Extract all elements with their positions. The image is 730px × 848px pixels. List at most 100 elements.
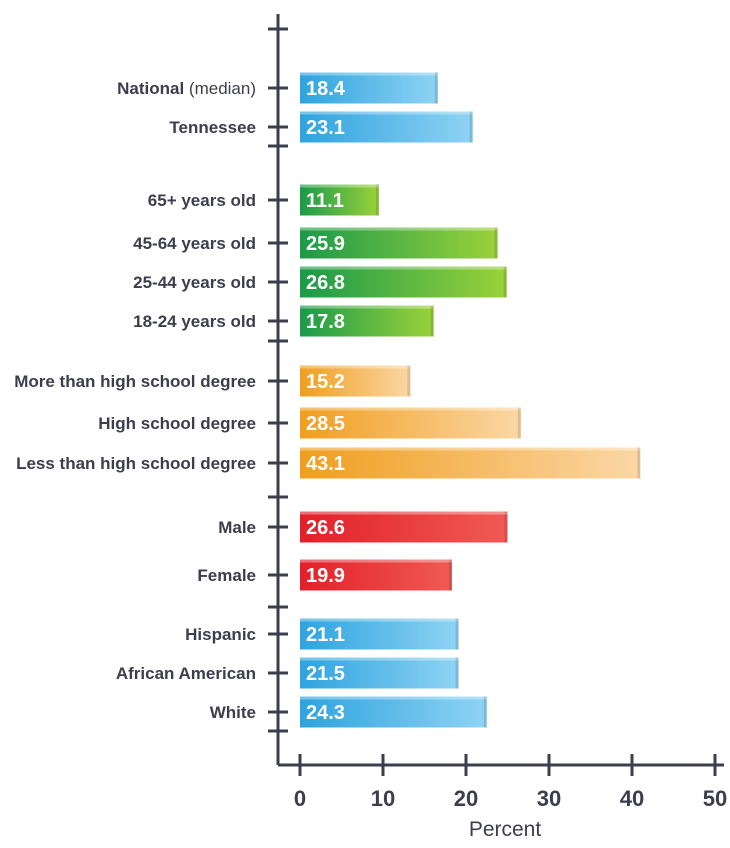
bar-end-cap bbox=[455, 618, 459, 650]
x-tick-label-50: 50 bbox=[703, 786, 727, 811]
bar-hispanic bbox=[300, 618, 459, 650]
category-label-text: High school degree bbox=[98, 414, 256, 433]
bar-end-cap bbox=[469, 111, 473, 143]
category-label-white: White bbox=[210, 703, 256, 722]
value-label-45-64-years-old: 25.9 bbox=[306, 233, 345, 255]
x-tick-label-10: 10 bbox=[371, 786, 395, 811]
axes: 0 10 20 30 40 50 bbox=[268, 14, 727, 811]
bar-less-than-high-school-degree bbox=[300, 447, 641, 479]
bar-end-cap bbox=[434, 72, 438, 104]
category-label-text: African American bbox=[116, 664, 256, 683]
category-label-text: 45-64 years old bbox=[133, 234, 256, 253]
x-tick-label-0: 0 bbox=[294, 786, 306, 811]
category-label-african-american: African American bbox=[116, 664, 256, 683]
category-label-note: (median) bbox=[184, 79, 256, 98]
bar-end-cap bbox=[494, 227, 498, 259]
category-label-text: White bbox=[210, 703, 256, 722]
category-label-high-school-degree: High school degree bbox=[98, 414, 256, 433]
bar-more-than-high-school-degree bbox=[300, 365, 411, 397]
bar-65-years-old bbox=[300, 184, 379, 216]
bar-white bbox=[300, 696, 487, 728]
value-label-male: 26.6 bbox=[306, 517, 345, 539]
bar-highlight bbox=[300, 511, 508, 515]
bar-highlight bbox=[300, 447, 641, 451]
category-label-tennessee: Tennessee bbox=[169, 118, 256, 137]
bar-high-school-degree bbox=[300, 407, 521, 439]
value-label-african-american: 21.5 bbox=[306, 663, 345, 685]
bar-end-cap bbox=[637, 447, 641, 479]
value-label-18-24-years-old: 17.8 bbox=[306, 311, 345, 333]
bar-group-orange: 15.2 More than high school degree 28.5 High… bbox=[14, 365, 641, 479]
category-label-65-years-old: 65+ years old bbox=[148, 191, 256, 210]
category-label-25-44-years-old: 25-44 years old bbox=[133, 273, 256, 292]
bar-group-blue: 18.4 National (median) 23.1 Tennessee bbox=[117, 72, 473, 143]
bar-female bbox=[300, 559, 452, 591]
value-label-tennessee: 23.1 bbox=[306, 117, 345, 139]
bar-end-cap bbox=[503, 266, 507, 298]
category-label-text: Hispanic bbox=[185, 625, 256, 644]
bar-group-red: 26.6 Male 19.9 Female bbox=[197, 511, 508, 591]
value-label-less-than-high-school-degree: 43.1 bbox=[306, 453, 345, 475]
bar-highlight bbox=[300, 559, 452, 563]
value-label-25-44-years-old: 26.8 bbox=[306, 272, 345, 294]
bar-highlight bbox=[300, 407, 521, 411]
bar-highlight bbox=[300, 184, 379, 188]
bar-end-cap bbox=[517, 407, 521, 439]
value-label-more-than-high-school-degree: 15.2 bbox=[306, 371, 345, 393]
bar-end-cap bbox=[455, 657, 459, 689]
category-label-text: 25-44 years old bbox=[133, 273, 256, 292]
category-label-text: More than high school degree bbox=[14, 372, 256, 391]
bar-highlight bbox=[300, 696, 487, 700]
category-label-less-than-high-school-degree: Less than high school degree bbox=[16, 454, 256, 473]
bar-national bbox=[300, 72, 438, 104]
value-label-high-school-degree: 28.5 bbox=[306, 413, 345, 435]
bar-group-blue: 21.1 Hispanic 21.5 African American 24.3 Whit… bbox=[116, 618, 487, 728]
category-label-text: Less than high school degree bbox=[16, 454, 256, 473]
bar-18-24-years-old bbox=[300, 305, 434, 337]
bar-45-64-years-old bbox=[300, 227, 498, 259]
category-label-18-24-years-old: 18-24 years old bbox=[133, 312, 256, 331]
bar-highlight bbox=[300, 657, 459, 661]
bar-end-cap bbox=[375, 184, 379, 216]
bar-end-cap bbox=[407, 365, 411, 397]
bar-tennessee bbox=[300, 111, 473, 143]
x-axis-title: Percent bbox=[469, 818, 542, 841]
value-label-female: 19.9 bbox=[306, 565, 345, 587]
category-label-text: National bbox=[117, 79, 184, 98]
bar-highlight bbox=[300, 266, 507, 270]
category-label-more-than-high-school-degree: More than high school degree bbox=[14, 372, 256, 391]
bars-layer: 18.4 National (median) 23.1 Tennessee 11.1 65… bbox=[14, 72, 641, 728]
bar-25-44-years-old bbox=[300, 266, 507, 298]
category-label-45-64-years-old: 45-64 years old bbox=[133, 234, 256, 253]
category-label-male: Male bbox=[218, 518, 256, 537]
value-label-national: 18.4 bbox=[306, 78, 346, 100]
category-label-text: Female bbox=[197, 566, 256, 585]
category-label-female: Female bbox=[197, 566, 256, 585]
value-label-white: 24.3 bbox=[306, 702, 345, 724]
bar-highlight bbox=[300, 72, 438, 76]
x-tick-label-20: 20 bbox=[454, 786, 478, 811]
x-tick-label-30: 30 bbox=[537, 786, 561, 811]
bar-end-cap bbox=[483, 696, 487, 728]
bar-highlight bbox=[300, 111, 473, 115]
bar-african-american bbox=[300, 657, 459, 689]
bar-highlight bbox=[300, 305, 434, 309]
value-label-hispanic: 21.1 bbox=[306, 624, 345, 646]
category-label-national: National (median) bbox=[117, 79, 256, 98]
bar-highlight bbox=[300, 227, 498, 231]
bar-highlight bbox=[300, 365, 411, 369]
bar-end-cap bbox=[448, 559, 452, 591]
bar-highlight bbox=[300, 618, 459, 622]
bar-male bbox=[300, 511, 508, 543]
x-tick-label-40: 40 bbox=[620, 786, 644, 811]
category-label-text: 18-24 years old bbox=[133, 312, 256, 331]
bar-end-cap bbox=[504, 511, 508, 543]
category-label-text: 65+ years old bbox=[148, 191, 256, 210]
value-label-65-years-old: 11.1 bbox=[306, 190, 344, 212]
bar-end-cap bbox=[430, 305, 434, 337]
category-label-hispanic: Hispanic bbox=[185, 625, 256, 644]
category-label-text: Tennessee bbox=[169, 118, 256, 137]
category-label-text: Male bbox=[218, 518, 256, 537]
bar-group-green: 11.1 65+ years old 25.9 45-64 years old 26.8… bbox=[133, 184, 507, 337]
